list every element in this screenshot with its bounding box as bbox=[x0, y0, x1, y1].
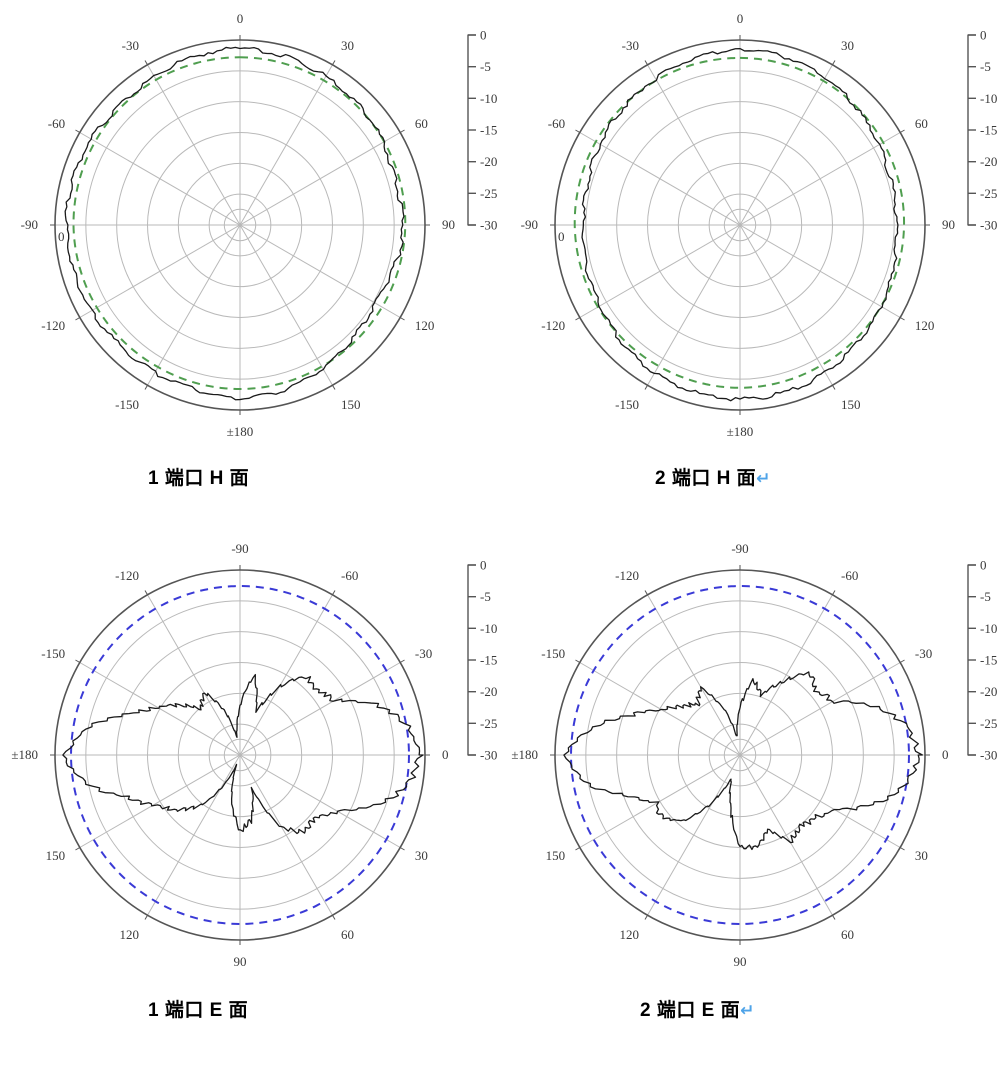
polar-plot-port1-h: 0 30 60 90 120 150 ±180 -150 -120 -90 -60 -30 0 0 -5 -… bbox=[21, 11, 498, 439]
svg-text:-5: -5 bbox=[480, 59, 491, 74]
svg-text:-10: -10 bbox=[480, 621, 497, 636]
svg-text:-20: -20 bbox=[480, 154, 497, 169]
svg-text:-15: -15 bbox=[480, 653, 497, 668]
svg-text:0: 0 bbox=[480, 558, 487, 573]
svg-text:-90: -90 bbox=[521, 217, 538, 232]
svg-text:120: 120 bbox=[620, 927, 640, 942]
svg-text:-90: -90 bbox=[731, 541, 748, 556]
svg-text:-90: -90 bbox=[231, 541, 248, 556]
caption-port1-e-plane: 1 端口 E 面 bbox=[148, 995, 248, 1022]
svg-text:-30: -30 bbox=[122, 38, 139, 53]
svg-text:-150: -150 bbox=[41, 646, 65, 661]
caption-text: 2 端口 H 面 bbox=[655, 468, 757, 489]
svg-text:-30: -30 bbox=[480, 748, 497, 763]
svg-text:0: 0 bbox=[942, 747, 949, 762]
caption-text: 1 端口 E 面 bbox=[148, 1000, 249, 1021]
svg-text:-5: -5 bbox=[980, 589, 991, 604]
svg-text:30: 30 bbox=[915, 848, 928, 863]
svg-text:30: 30 bbox=[415, 848, 428, 863]
cr-mark: ↵ bbox=[740, 1001, 755, 1020]
svg-text:120: 120 bbox=[120, 927, 140, 942]
svg-text:±180: ±180 bbox=[11, 747, 38, 762]
svg-text:-120: -120 bbox=[541, 318, 565, 333]
svg-text:0: 0 bbox=[442, 747, 449, 762]
svg-text:-150: -150 bbox=[615, 397, 639, 412]
svg-text:-90: -90 bbox=[21, 217, 38, 232]
panel-port2-h-plane: 0 30 60 90 120 150 ±180 -150 -120 -90 -60 -30 0 0 -5 -… bbox=[500, 0, 1000, 450]
svg-text:-60: -60 bbox=[341, 568, 358, 583]
svg-text:-30: -30 bbox=[480, 218, 497, 233]
svg-text:150: 150 bbox=[841, 397, 861, 412]
svg-text:-15: -15 bbox=[480, 123, 497, 138]
svg-text:-30: -30 bbox=[622, 38, 639, 53]
svg-text:150: 150 bbox=[341, 397, 361, 412]
svg-text:60: 60 bbox=[341, 927, 354, 942]
caption-port1-h-plane: 1 端口 H 面 bbox=[148, 463, 249, 490]
svg-text:-10: -10 bbox=[980, 91, 997, 106]
svg-text:0: 0 bbox=[558, 229, 565, 244]
svg-text:60: 60 bbox=[915, 116, 928, 131]
svg-text:0: 0 bbox=[58, 229, 65, 244]
svg-text:0: 0 bbox=[237, 11, 244, 26]
svg-text:0: 0 bbox=[980, 558, 987, 573]
svg-text:0: 0 bbox=[737, 11, 744, 26]
caption-port2-h-plane: 2 端口 H 面↵ bbox=[655, 463, 771, 490]
svg-text:±180: ±180 bbox=[227, 424, 254, 439]
svg-text:90: 90 bbox=[442, 217, 455, 232]
svg-text:-30: -30 bbox=[415, 646, 432, 661]
svg-text:±180: ±180 bbox=[727, 424, 754, 439]
svg-text:-120: -120 bbox=[615, 568, 639, 583]
panel-port2-e-plane: -90 -60 -30 0 30 60 90 120 150 ±180 -150 -120 0 -5 -1… bbox=[500, 530, 1000, 980]
svg-text:150: 150 bbox=[546, 848, 566, 863]
svg-text:-60: -60 bbox=[548, 116, 565, 131]
svg-text:-60: -60 bbox=[841, 568, 858, 583]
panel-port1-h-plane: 0 30 60 90 120 150 ±180 -150 -120 -90 -60 -30 0 0 -5 -… bbox=[0, 0, 500, 450]
svg-text:-30: -30 bbox=[980, 218, 997, 233]
svg-text:-5: -5 bbox=[480, 589, 491, 604]
svg-text:-120: -120 bbox=[115, 568, 139, 583]
svg-text:-25: -25 bbox=[480, 716, 497, 731]
caption-port2-e-plane: 2 端口 E 面↵ bbox=[640, 995, 755, 1022]
svg-text:0: 0 bbox=[480, 28, 487, 43]
svg-text:150: 150 bbox=[46, 848, 66, 863]
svg-text:-20: -20 bbox=[480, 684, 497, 699]
svg-text:-150: -150 bbox=[115, 397, 139, 412]
polar-plot-port1-e: -90 -60 -30 0 30 60 90 120 150 ±180 -150 -120 0 -5 -1… bbox=[11, 541, 497, 969]
svg-text:120: 120 bbox=[415, 318, 435, 333]
svg-text:-120: -120 bbox=[41, 318, 65, 333]
cr-mark: ↵ bbox=[756, 469, 771, 488]
svg-text:90: 90 bbox=[942, 217, 955, 232]
svg-text:-30: -30 bbox=[980, 748, 997, 763]
svg-text:±180: ±180 bbox=[511, 747, 538, 762]
svg-text:-5: -5 bbox=[980, 59, 991, 74]
svg-text:-25: -25 bbox=[980, 716, 997, 731]
svg-text:90: 90 bbox=[234, 954, 247, 969]
svg-text:-20: -20 bbox=[980, 154, 997, 169]
svg-text:30: 30 bbox=[841, 38, 854, 53]
svg-text:30: 30 bbox=[341, 38, 354, 53]
svg-text:-30: -30 bbox=[915, 646, 932, 661]
svg-text:-25: -25 bbox=[980, 186, 997, 201]
svg-text:0: 0 bbox=[980, 28, 987, 43]
svg-text:120: 120 bbox=[915, 318, 935, 333]
polar-plot-port2-e: -90 -60 -30 0 30 60 90 120 150 ±180 -150 -120 0 -5 -1… bbox=[511, 541, 997, 969]
svg-text:-15: -15 bbox=[980, 653, 997, 668]
svg-text:60: 60 bbox=[415, 116, 428, 131]
svg-text:-15: -15 bbox=[980, 123, 997, 138]
panel-port1-e-plane: -90 -60 -30 0 30 60 90 120 150 ±180 -150 -120 0 -5 -1… bbox=[0, 530, 500, 980]
caption-text: 1 端口 H 面 bbox=[148, 468, 250, 489]
svg-text:-10: -10 bbox=[980, 621, 997, 636]
svg-text:60: 60 bbox=[841, 927, 854, 942]
svg-text:-20: -20 bbox=[980, 684, 997, 699]
polar-plot-port2-h: 0 30 60 90 120 150 ±180 -150 -120 -90 -60 -30 0 0 -5 -… bbox=[521, 11, 998, 439]
svg-text:-25: -25 bbox=[480, 186, 497, 201]
svg-text:-60: -60 bbox=[48, 116, 65, 131]
caption-text: 2 端口 E 面 bbox=[640, 1000, 741, 1021]
svg-text:90: 90 bbox=[734, 954, 747, 969]
svg-text:-10: -10 bbox=[480, 91, 497, 106]
svg-text:-150: -150 bbox=[541, 646, 565, 661]
